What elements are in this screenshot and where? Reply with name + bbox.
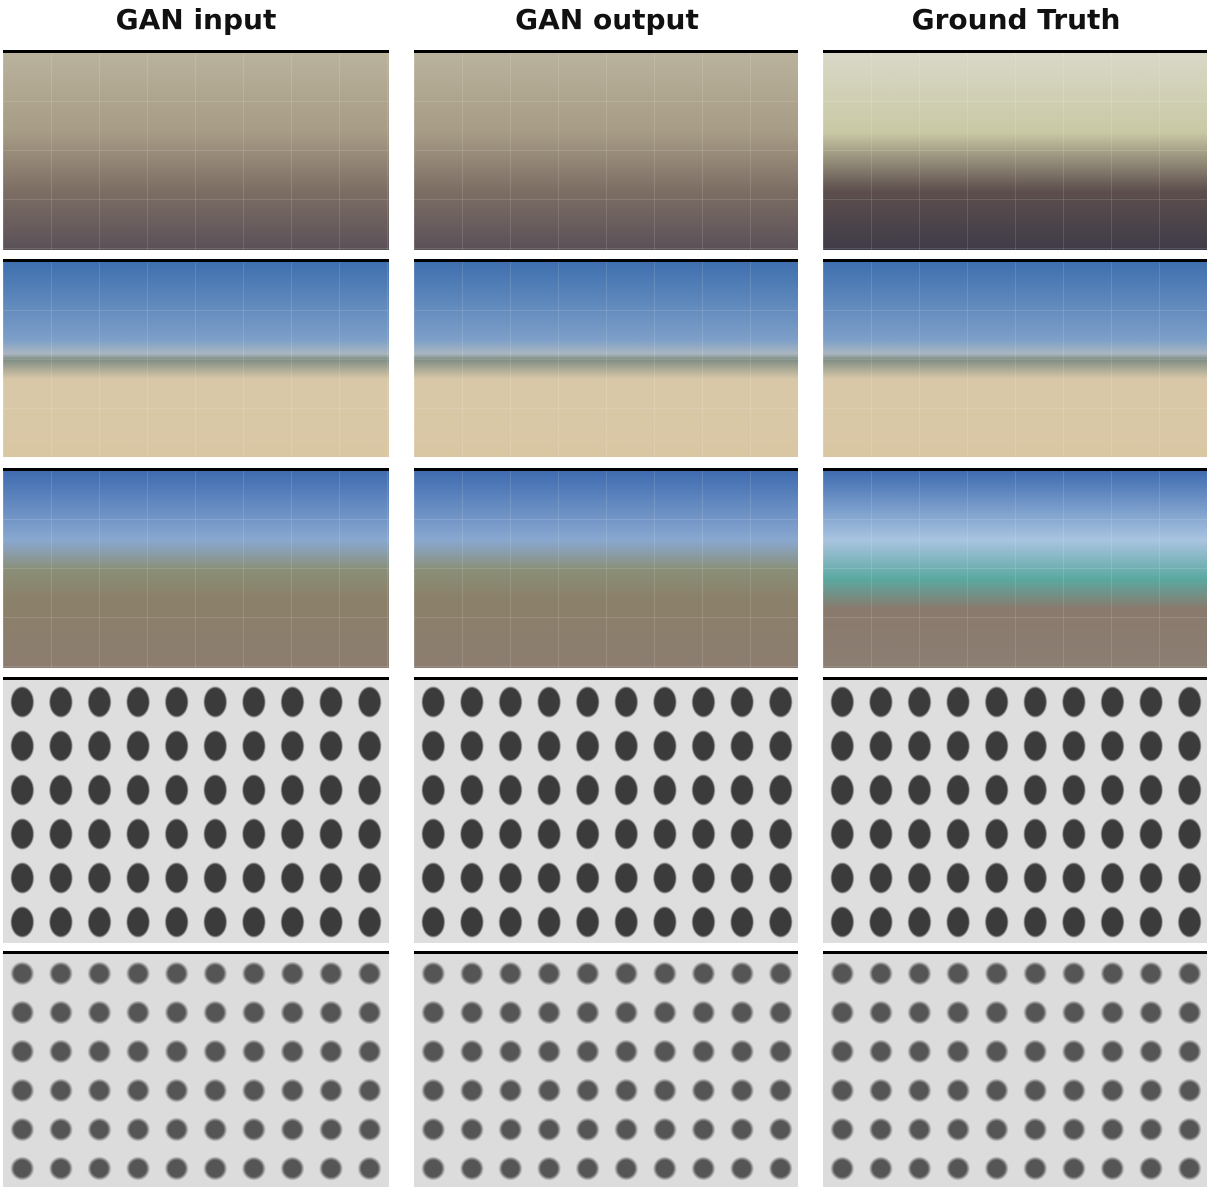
beach-image	[823, 259, 1207, 457]
beach-image	[3, 259, 389, 457]
objs-image	[823, 677, 1207, 943]
beach-image	[414, 259, 798, 457]
tile-seams	[3, 53, 389, 250]
objs-image	[414, 677, 798, 943]
lamps-image	[3, 951, 389, 1187]
tile-seams	[823, 262, 1207, 457]
rocks-image	[414, 468, 798, 668]
tile-seams	[823, 53, 1207, 250]
room-image	[414, 50, 798, 250]
tile-seams	[414, 262, 798, 457]
rocks-image	[3, 468, 389, 668]
tile-seams	[414, 471, 798, 668]
lamps-image	[414, 951, 798, 1187]
tile-seams	[3, 471, 389, 668]
figure: GAN input GAN output Ground Truth (() =>…	[0, 0, 1207, 1187]
column-header: GAN output	[414, 0, 800, 40]
tile-seams	[414, 53, 798, 250]
lamps-image	[823, 951, 1207, 1187]
objs-image	[3, 677, 389, 943]
tile-seams	[823, 471, 1207, 668]
tile-seams	[3, 262, 389, 457]
room-image	[823, 50, 1207, 250]
column-header: Ground Truth	[823, 0, 1207, 40]
column-header: GAN input	[3, 0, 389, 40]
rocks-image	[823, 468, 1207, 668]
room-image	[3, 50, 389, 250]
